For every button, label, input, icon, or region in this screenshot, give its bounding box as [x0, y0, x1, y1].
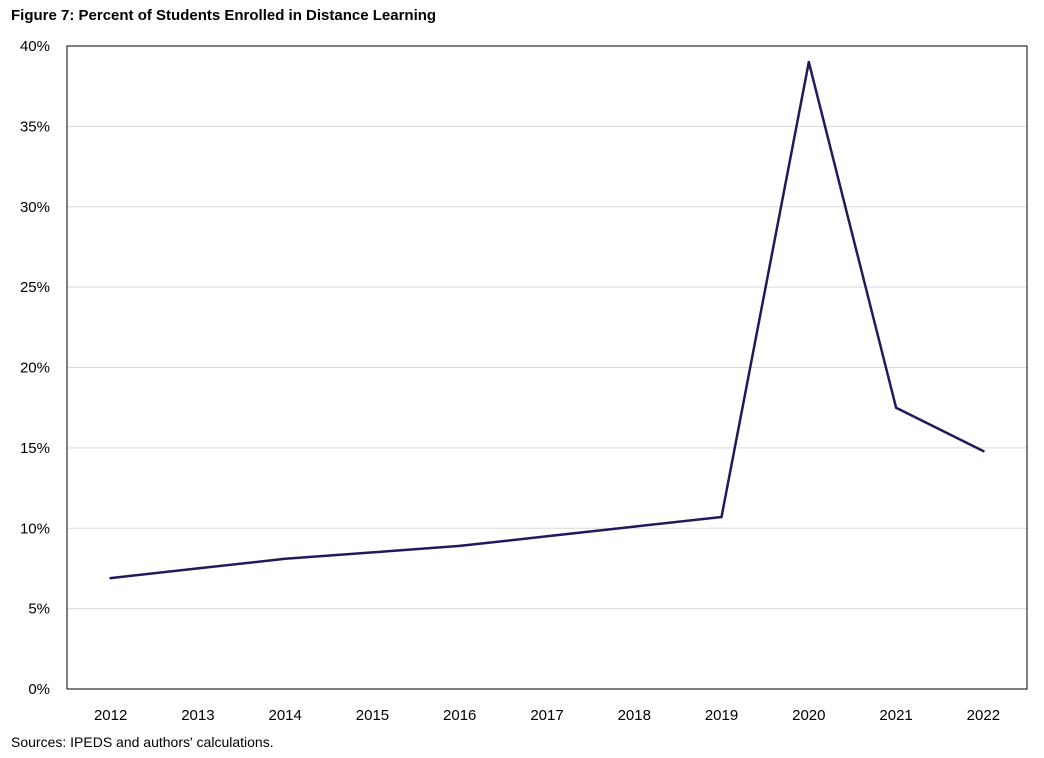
y-tick-label: 40% [20, 38, 50, 55]
data-point [633, 525, 636, 528]
x-tick-label: 2017 [530, 707, 563, 724]
x-axis-ticks: 2012 2013 2014 2015 2016 2017 2018 2019 2020 2021… [94, 707, 1000, 724]
x-tick-label: 2022 [967, 707, 1000, 724]
plot-area-frame [66, 45, 1028, 690]
gridlines [67, 125, 1027, 610]
y-axis-ticks: 0% 5% 10% 15% 20% 25% 30% 35% 40% [20, 38, 50, 698]
series-line [109, 60, 985, 580]
x-tick-label: 2013 [181, 707, 214, 724]
y-tick-label: 25% [20, 279, 50, 296]
y-tick-label: 10% [20, 520, 50, 537]
x-tick-label: 2021 [879, 707, 912, 724]
data-point [283, 557, 287, 560]
chart-title: Figure 7: Percent of Students Enrolled i… [11, 7, 437, 24]
x-tick-label: 2019 [705, 707, 738, 724]
y-tick-label: 5% [28, 601, 50, 618]
data-point [371, 551, 374, 554]
data-point [982, 449, 985, 453]
x-tick-label: 2020 [792, 707, 825, 724]
x-tick-label: 2012 [94, 707, 127, 724]
data-point [109, 576, 112, 580]
series-layer [109, 60, 985, 580]
data-point [458, 544, 461, 548]
y-tick-label: 35% [20, 118, 50, 135]
y-tick-label: 20% [20, 360, 50, 377]
x-tick-label: 2018 [618, 707, 651, 724]
data-point [894, 406, 898, 409]
x-tick-label: 2015 [356, 707, 389, 724]
x-tick-label: 2016 [443, 707, 476, 724]
data-point [545, 535, 549, 538]
chart-source-note: Sources: IPEDS and authors' calculations… [11, 734, 274, 750]
x-tick-label: 2014 [268, 707, 301, 724]
y-tick-label: 0% [28, 681, 50, 698]
data-point [196, 567, 200, 570]
data-point [807, 60, 811, 64]
y-tick-label: 15% [20, 440, 50, 457]
data-point [720, 515, 723, 519]
y-tick-label: 30% [20, 199, 50, 216]
